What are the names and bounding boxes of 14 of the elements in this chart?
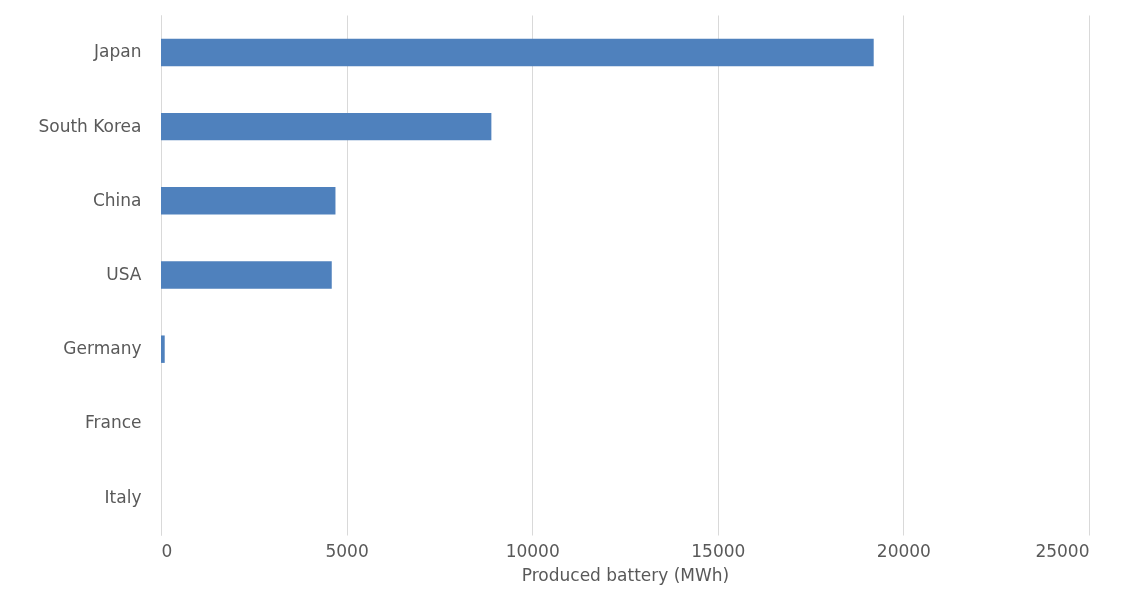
y-tick-label: Japan <box>93 41 142 62</box>
x-tick-label: 15000 <box>691 540 746 561</box>
x-tick-label: 0 <box>161 540 173 561</box>
x-tick-label: 10000 <box>505 540 560 561</box>
y-tick-label: South Korea <box>38 115 142 136</box>
x-tick-label: 25000 <box>1035 540 1090 561</box>
y-tick-label: France <box>84 412 142 433</box>
y-tick-label: China <box>92 189 142 210</box>
x-tick-label: 20000 <box>876 540 931 561</box>
x-tick-label: 5000 <box>325 540 369 561</box>
y-tick-label: USA <box>106 264 142 284</box>
y-tick-label: Germany <box>63 338 142 359</box>
y-tick-label: Italy <box>104 486 142 507</box>
x-axis-title: Produced battery (MWh) <box>521 564 730 585</box>
